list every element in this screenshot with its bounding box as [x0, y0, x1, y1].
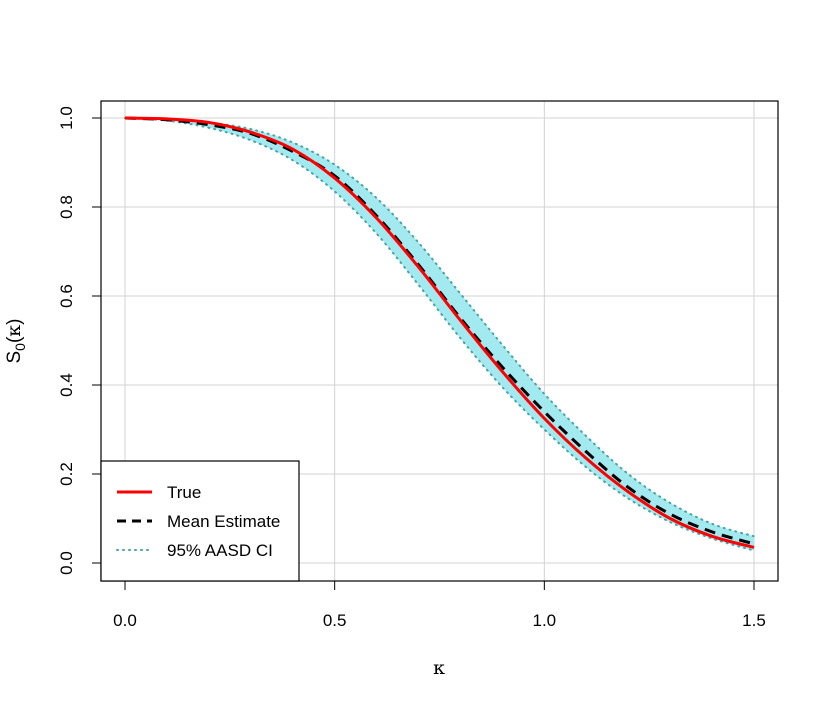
y-tick-label-1: 0.2 [57, 462, 76, 486]
legend: True Mean Estimate 95% AASD CI [100, 460, 300, 582]
y-label-arg: κ [3, 325, 25, 337]
y-label-sub: 0 [12, 343, 28, 351]
x-tick-label-0: 0.0 [113, 611, 137, 630]
y-tick-label-5: 1.0 [57, 106, 76, 130]
plot-frame [100, 100, 779, 582]
x-axis: 0.0 0.5 1.0 1.5 [113, 581, 766, 630]
y-axis: 0.0 0.2 0.4 0.6 0.8 1.0 [57, 106, 101, 575]
x-tick-label-2: 1.0 [533, 611, 557, 630]
x-tick-label-1: 0.5 [323, 611, 347, 630]
x-tick-label-3: 1.5 [742, 611, 766, 630]
legend-label-mean: Mean Estimate [167, 512, 280, 531]
y-label-main: S [4, 351, 25, 364]
y-label-open: ( [4, 336, 25, 343]
y-tick-label-3: 0.6 [57, 284, 76, 308]
legend-label-true: True [167, 483, 201, 502]
y-tick-label-4: 0.8 [57, 195, 76, 219]
y-tick-label-2: 0.4 [57, 373, 76, 397]
y-axis-label: S0(κ) [3, 318, 28, 363]
ci-lower-line [124, 117, 755, 552]
x-axis-label: κ [433, 657, 445, 679]
mean-estimate-line [124, 116, 755, 546]
y-label-close: ) [4, 318, 25, 324]
grid-lines [101, 101, 778, 581]
y-tick-label-0: 0.0 [57, 551, 76, 575]
true-line [124, 116, 755, 549]
legend-label-ci: 95% AASD CI [167, 541, 273, 560]
